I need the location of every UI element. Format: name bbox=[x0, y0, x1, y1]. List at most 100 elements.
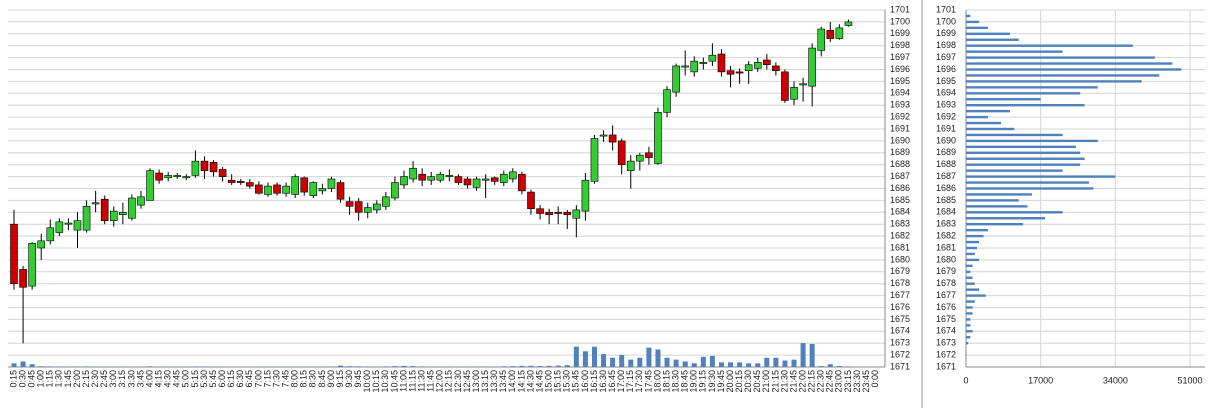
profile-bar bbox=[966, 246, 977, 250]
x-tick-label: 2:30 bbox=[90, 370, 100, 388]
profile-bar bbox=[966, 109, 1010, 113]
y-tick-label: 1694 bbox=[936, 88, 956, 98]
candle-body bbox=[291, 176, 299, 195]
x-tick-label: 22:30 bbox=[816, 370, 826, 393]
x-tick-label: 8:15 bbox=[299, 370, 309, 388]
candle-body bbox=[372, 203, 381, 211]
profile-bar bbox=[966, 276, 973, 279]
y-tick-label: 1673 bbox=[936, 338, 956, 348]
y-tick-label: 1684 bbox=[890, 207, 910, 217]
volume-bar bbox=[709, 355, 715, 367]
x-tick-label: 11:15 bbox=[407, 370, 417, 392]
x-tick-label: 23:30 bbox=[852, 370, 862, 393]
x-tick-label: 12:15 bbox=[444, 370, 454, 393]
candle-body bbox=[608, 134, 617, 143]
x-tick-label: 17000 bbox=[1028, 375, 1053, 385]
candle-body bbox=[345, 201, 354, 207]
y-tick-label: 1672 bbox=[890, 349, 910, 359]
volume-bar bbox=[38, 366, 44, 367]
profile-bar bbox=[966, 300, 975, 303]
x-tick-label: 20:00 bbox=[725, 370, 735, 393]
x-tick-label: 17:30 bbox=[634, 370, 644, 393]
volume-bar bbox=[809, 343, 815, 367]
x-tick-label: 19:15 bbox=[698, 370, 708, 393]
x-tick-label: 0:30 bbox=[17, 370, 27, 388]
candle-body bbox=[37, 240, 46, 249]
x-tick-label: 11:45 bbox=[426, 370, 436, 392]
x-tick-label: 4:15 bbox=[153, 370, 163, 388]
x-tick-label: 9:45 bbox=[353, 370, 363, 388]
volume-bar bbox=[546, 365, 552, 367]
profile-bar bbox=[966, 56, 1155, 59]
candle-body bbox=[427, 176, 436, 181]
candle-body bbox=[218, 169, 227, 177]
volume-bar bbox=[383, 366, 389, 367]
y-tick-label: 1691 bbox=[890, 123, 910, 133]
x-tick-label: 11:00 bbox=[398, 370, 408, 392]
profile-bar bbox=[966, 288, 980, 291]
candle-body bbox=[354, 201, 363, 213]
x-tick-label: 21:45 bbox=[788, 370, 798, 393]
x-tick-label: 19:30 bbox=[707, 370, 717, 393]
candle-body bbox=[527, 191, 535, 210]
x-tick-label: 7:00 bbox=[253, 370, 263, 388]
y-tick-label: 1701 bbox=[890, 4, 910, 14]
y-tick-label: 1686 bbox=[936, 183, 956, 193]
x-tick-label: 5:30 bbox=[199, 370, 209, 388]
x-tick-label: 2:15 bbox=[81, 370, 91, 388]
x-tick-label: 34000 bbox=[1103, 375, 1128, 385]
candle-body bbox=[599, 134, 608, 137]
volume-bar bbox=[791, 359, 797, 367]
y-tick-label: 1694 bbox=[890, 88, 910, 98]
profile-bar bbox=[966, 151, 1081, 154]
candle-body bbox=[454, 176, 463, 183]
profile-bar bbox=[966, 139, 1098, 143]
volume-bar bbox=[619, 355, 625, 367]
profile-bar bbox=[966, 32, 1010, 35]
profile-bar bbox=[966, 199, 1019, 202]
volume-bar bbox=[691, 363, 697, 367]
profile-bar bbox=[966, 228, 988, 232]
y-tick-label: 1678 bbox=[936, 278, 956, 288]
candle-body bbox=[572, 209, 581, 219]
x-tick-label: 7:45 bbox=[280, 370, 290, 388]
x-tick-label: 6:45 bbox=[244, 370, 254, 388]
x-tick-label: 14:45 bbox=[534, 370, 544, 393]
y-tick-label: 1696 bbox=[890, 64, 910, 74]
profile-bar bbox=[966, 181, 1089, 184]
candle-body bbox=[744, 64, 753, 71]
candle-body bbox=[91, 202, 100, 205]
volume-bar bbox=[764, 357, 770, 367]
x-tick-label: 17:45 bbox=[643, 370, 653, 393]
profile-bar bbox=[966, 240, 980, 244]
candle-body bbox=[672, 65, 680, 93]
y-tick-label: 1698 bbox=[936, 40, 956, 50]
candle-body bbox=[808, 47, 816, 87]
candle-body bbox=[100, 198, 109, 221]
x-tick-label: 13:30 bbox=[489, 370, 499, 393]
x-tick-label: 4:45 bbox=[172, 370, 182, 388]
x-tick-label: 3:30 bbox=[126, 370, 136, 388]
candle-body bbox=[128, 197, 136, 219]
candle-body bbox=[799, 83, 807, 86]
profile-bar bbox=[966, 62, 1173, 65]
candle-body bbox=[781, 71, 789, 101]
profile-bar bbox=[966, 258, 980, 262]
volume-bar bbox=[728, 362, 734, 367]
y-tick-label: 1689 bbox=[936, 147, 956, 157]
candle-body bbox=[400, 176, 408, 186]
x-tick-label: 18:00 bbox=[652, 370, 662, 393]
volume-bar bbox=[582, 351, 588, 367]
x-tick-label: 1:45 bbox=[63, 370, 73, 388]
candle-body bbox=[645, 152, 653, 158]
candle-body bbox=[137, 196, 145, 206]
y-tick-label: 1691 bbox=[936, 123, 956, 133]
volume-bar bbox=[410, 366, 416, 367]
candle-body bbox=[363, 207, 372, 213]
x-tick-label: 14:15 bbox=[516, 370, 526, 393]
candle-body bbox=[155, 172, 163, 181]
candle-body bbox=[436, 173, 445, 181]
profile-bar bbox=[966, 223, 1024, 226]
candle-body bbox=[264, 185, 272, 195]
